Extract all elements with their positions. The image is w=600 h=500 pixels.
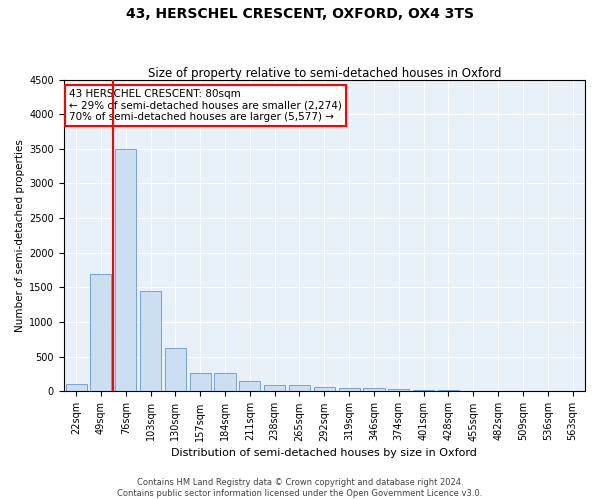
Bar <box>65 384 86 392</box>
Bar <box>338 388 359 392</box>
Bar <box>388 390 409 392</box>
Bar <box>364 388 385 392</box>
Bar <box>190 373 211 392</box>
Bar <box>289 385 310 392</box>
Bar <box>214 373 236 392</box>
Bar <box>413 390 434 392</box>
Bar <box>140 291 161 392</box>
Bar <box>239 382 260 392</box>
Text: 43 HERSCHEL CRESCENT: 80sqm
← 29% of semi-detached houses are smaller (2,274)
70: 43 HERSCHEL CRESCENT: 80sqm ← 29% of sem… <box>69 89 342 122</box>
Title: Size of property relative to semi-detached houses in Oxford: Size of property relative to semi-detach… <box>148 66 501 80</box>
Bar <box>264 385 285 392</box>
Bar <box>91 274 112 392</box>
X-axis label: Distribution of semi-detached houses by size in Oxford: Distribution of semi-detached houses by … <box>172 448 477 458</box>
Text: 43, HERSCHEL CRESCENT, OXFORD, OX4 3TS: 43, HERSCHEL CRESCENT, OXFORD, OX4 3TS <box>126 8 474 22</box>
Y-axis label: Number of semi-detached properties: Number of semi-detached properties <box>15 139 25 332</box>
Bar <box>463 391 484 392</box>
Bar <box>115 149 136 392</box>
Bar <box>165 348 186 392</box>
Text: Contains HM Land Registry data © Crown copyright and database right 2024.
Contai: Contains HM Land Registry data © Crown c… <box>118 478 482 498</box>
Bar <box>488 391 509 392</box>
Bar <box>314 387 335 392</box>
Bar <box>438 390 459 392</box>
